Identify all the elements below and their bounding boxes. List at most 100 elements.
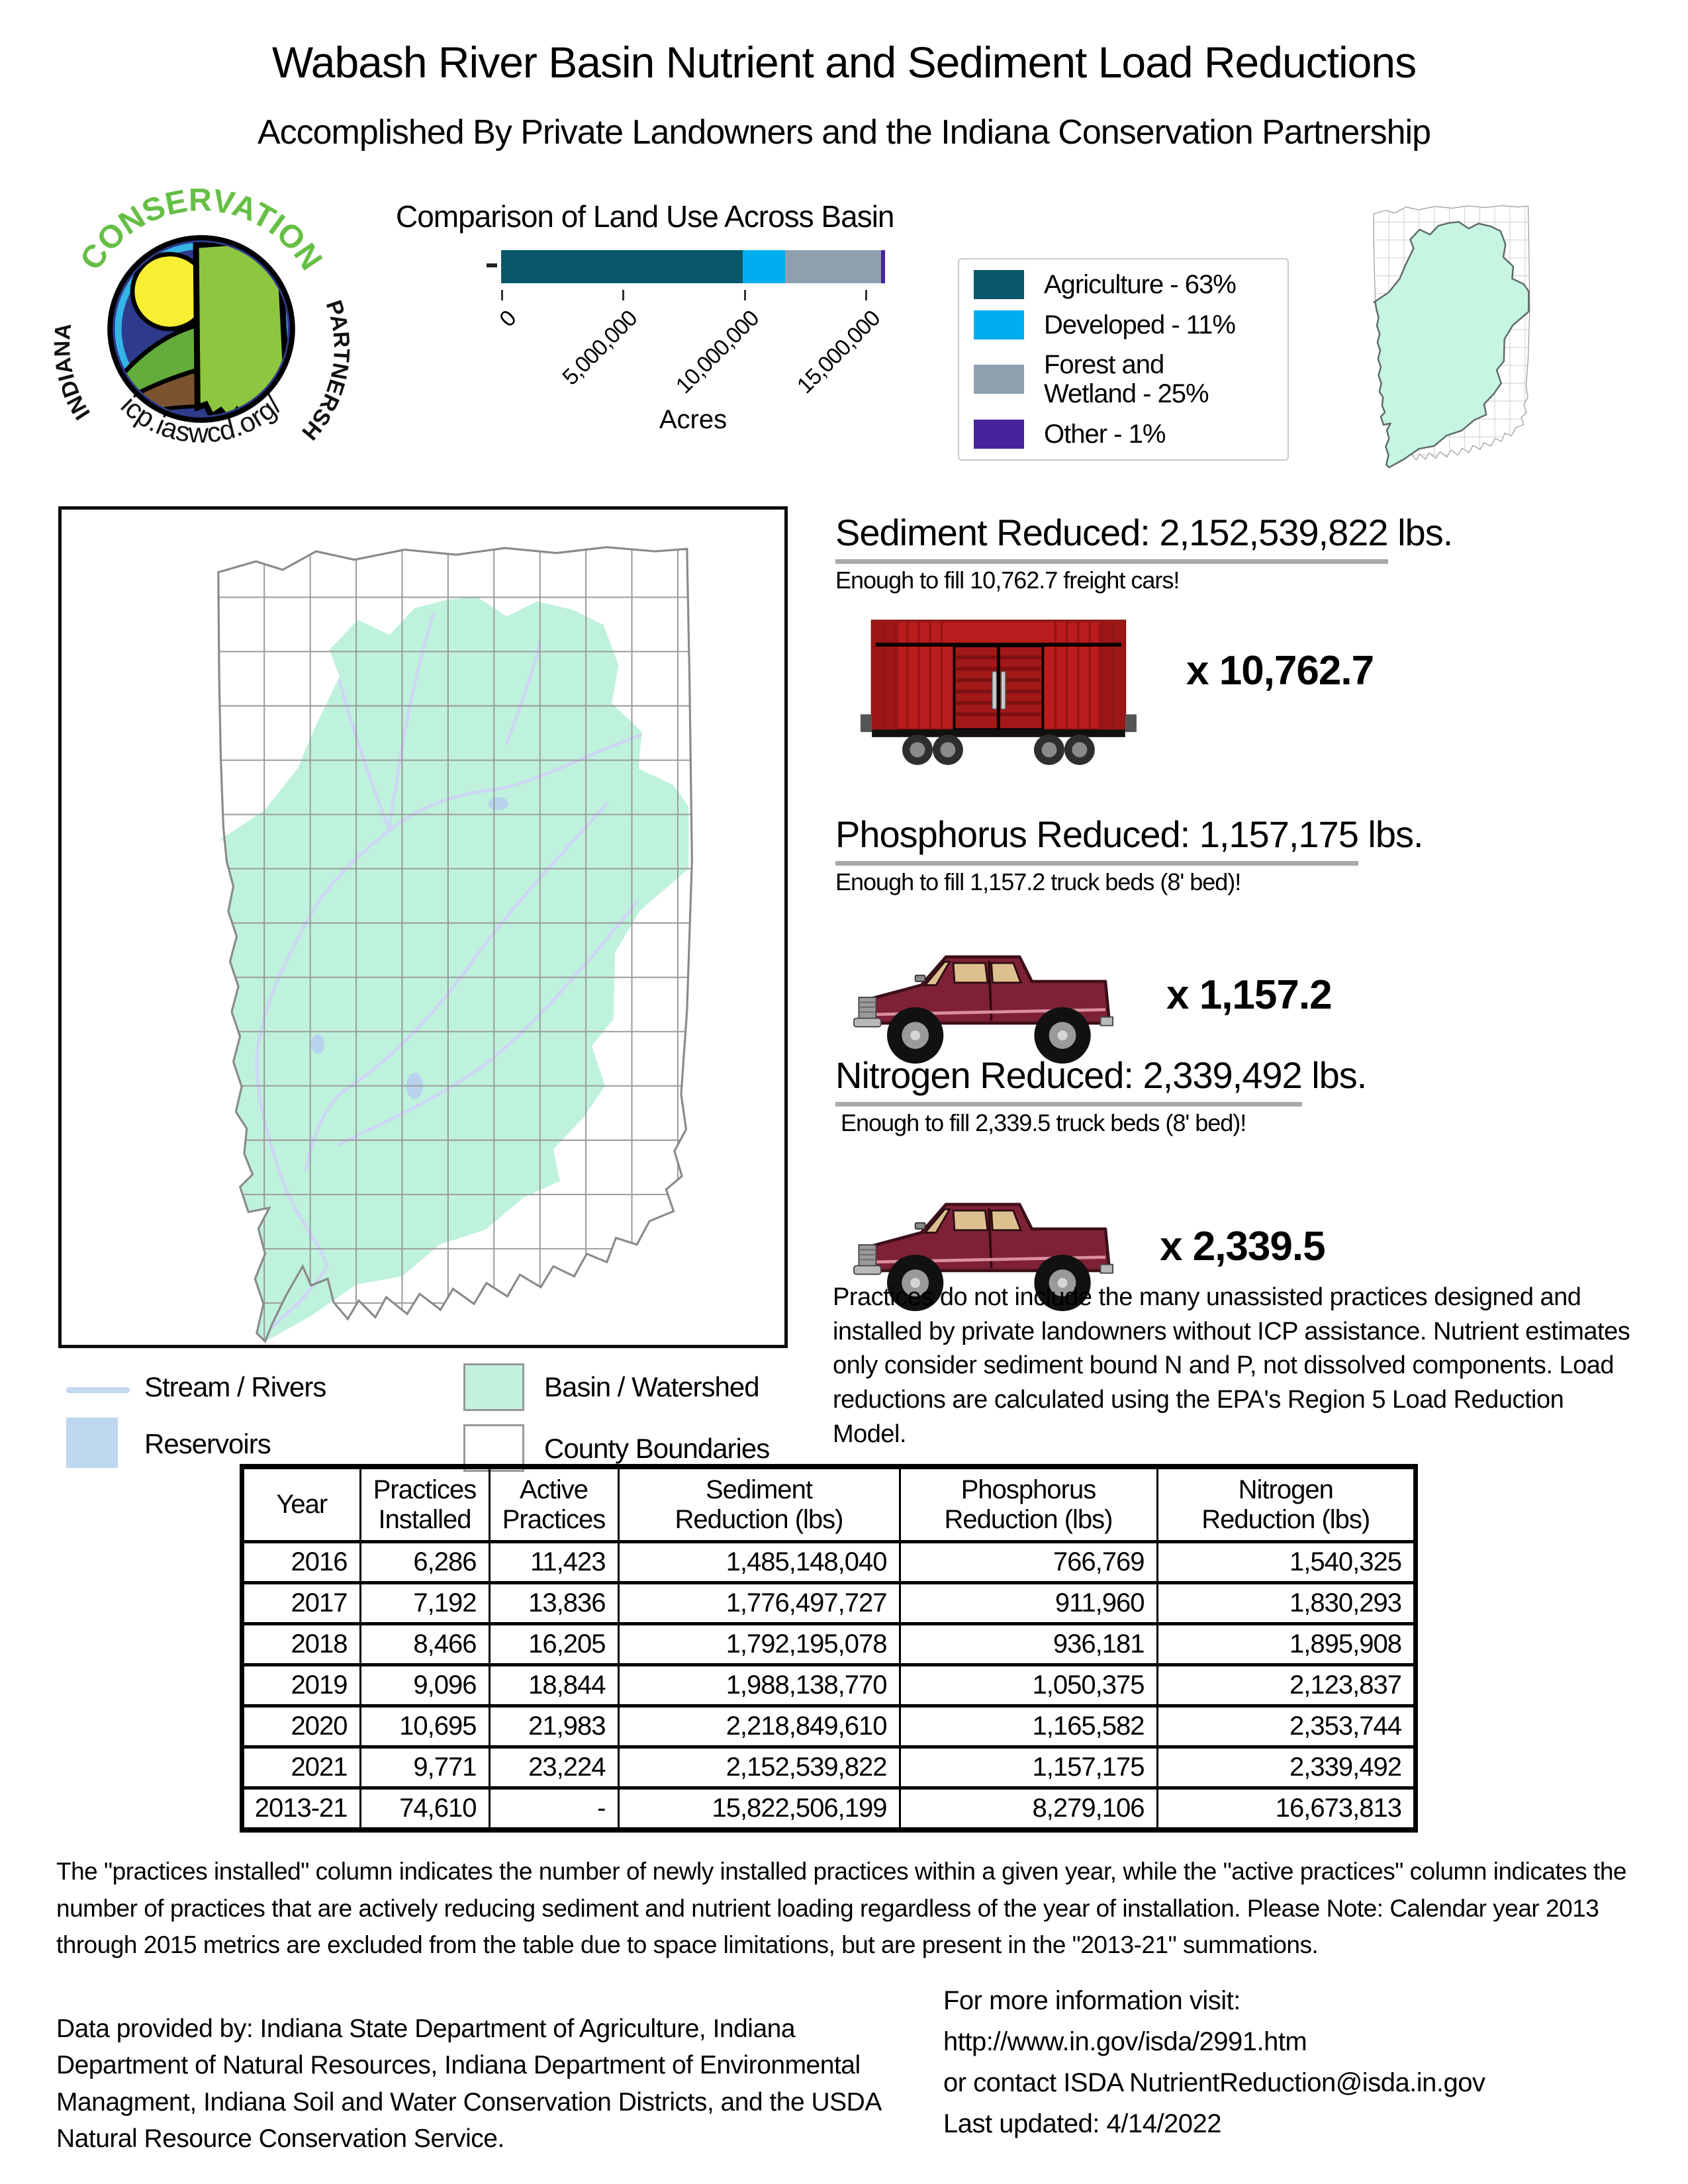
cell: 1,988,138,770	[617, 1663, 901, 1707]
cell: 2019	[242, 1663, 361, 1707]
cell: 6,286	[359, 1540, 491, 1584]
cell: 15,822,506,199	[617, 1786, 901, 1831]
legend-label: Other - 1%	[1044, 419, 1166, 449]
x-tick-label-0: 0	[494, 306, 521, 332]
x-tick-2	[744, 290, 746, 300]
x-tick-0	[501, 290, 503, 300]
cell: 2020	[242, 1704, 361, 1749]
page-title: Wabash River Basin Nutrient and Sediment…	[271, 38, 1417, 87]
table-row-summary: 2013-21 74,610-15,822,506,199 8,279,106 16,…	[242, 1786, 1416, 1831]
nitrogen-multiplier: x 2,339.5	[1160, 1224, 1326, 1269]
agriculture-swatch	[974, 270, 1024, 299]
info-line-1: For more information visit:	[943, 1986, 1241, 2015]
legend-item-developed: Developed - 11%	[974, 310, 1273, 340]
cell: 2017	[242, 1581, 361, 1625]
cell: 1,165,582	[898, 1704, 1158, 1749]
cell: 2,152,539,822	[617, 1745, 901, 1790]
cell: 2013-21	[242, 1786, 361, 1831]
cell: 21,983	[488, 1704, 620, 1749]
info-url: http://www.in.gov/isda/2991.htm	[943, 2027, 1307, 2056]
table-row: 2021 9,771 23,224 2,152,539,822 1,157,175 2,3…	[242, 1745, 1416, 1790]
cell: 23,224	[488, 1745, 620, 1790]
header-active-practices: Active Practices	[488, 1466, 620, 1543]
sediment-heading-main: Sediment Reduced: 2,152,539,822	[835, 511, 1389, 564]
phosphorus-heading-unit: lbs.	[1358, 813, 1423, 855]
forest-wetland-swatch	[974, 365, 1024, 394]
table-row: 2019 9,096 18,844 1,988,138,770 1,050,375 2,1…	[242, 1663, 1416, 1707]
header-phosphorus-reduction: Phosphorus Reduction (lbs)	[898, 1466, 1158, 1543]
cell: 1,157,175	[898, 1745, 1158, 1790]
x-tick-1	[622, 290, 624, 300]
cell: 13,836	[488, 1581, 620, 1625]
cell: 766,769	[898, 1540, 1158, 1584]
cell: 2021	[242, 1745, 361, 1790]
sediment-multiplier: x 10,762.7	[1186, 648, 1374, 694]
phosphorus-subtext: Enough to fill 1,157.2 truck beds (8' be…	[835, 868, 1241, 895]
sediment-subtext: Enough to fill 10,762.7 freight cars!	[835, 567, 1180, 594]
cell: 2016	[242, 1540, 361, 1584]
cell: 2,123,837	[1156, 1663, 1416, 1707]
streams	[255, 613, 642, 1330]
basin-legend-label: Basin / Watershed	[544, 1371, 760, 1402]
county-legend-label: County Boundaries	[544, 1433, 770, 1464]
data-credits: Data provided by: Indiana State Departme…	[56, 2015, 880, 2154]
basin-swatch	[463, 1363, 524, 1411]
phosphorus-multiplier: x 1,157.2	[1166, 972, 1333, 1018]
x-axis-label: Acres	[659, 405, 727, 434]
info-last-updated: Last updated: 4/14/2022	[943, 2109, 1221, 2138]
cell: 11,423	[488, 1540, 620, 1584]
nitrogen-heading: Nitrogen Reduced: 2,339,492 lbs.	[835, 1054, 1367, 1107]
cell: 2,353,744	[1156, 1704, 1416, 1749]
stream-swatch	[66, 1387, 130, 1393]
cell: 1,895,908	[1156, 1622, 1416, 1666]
legend-label: Agriculture - 63%	[1044, 270, 1237, 299]
stream-legend-label: Stream / Rivers	[144, 1371, 326, 1402]
cell: 16,205	[488, 1622, 620, 1666]
reductions-table: Year Practices Installed Active Practice…	[240, 1464, 1418, 1833]
chart-title: Comparison of Land Use Across Basin	[396, 199, 895, 234]
cell: 911,960	[898, 1581, 1158, 1625]
cell: 7,192	[359, 1581, 491, 1625]
bar-segment-developed	[743, 250, 786, 283]
header-sediment-reduction: Sediment Reduction (lbs)	[617, 1466, 901, 1543]
nitrogen-subtext: Enough to fill 2,339.5 truck beds (8' be…	[841, 1109, 1246, 1136]
cell: 1,050,375	[898, 1663, 1158, 1707]
basin-map-panel	[58, 506, 788, 1348]
legend-item-forest-wetland: Forest and Wetland - 25%	[974, 350, 1273, 408]
other-swatch	[974, 419, 1024, 449]
nitrogen-heading-unit: lbs.	[1301, 1054, 1367, 1096]
cell: 18,844	[488, 1663, 620, 1707]
y-axis-tick	[487, 263, 497, 267]
logo-arc-indiana: INDIANA	[50, 322, 95, 424]
developed-swatch	[974, 310, 1024, 340]
svg-text:INDIANA: INDIANA	[52, 322, 95, 424]
header-year: Year	[242, 1466, 361, 1543]
sediment-heading-unit: lbs.	[1387, 512, 1453, 553]
bar-segment-forest-wetland	[785, 250, 882, 283]
county-boundaries	[218, 547, 692, 1342]
chart-legend: Agriculture - 63% Developed - 11% Forest…	[958, 258, 1289, 461]
cell: 10,695	[359, 1704, 491, 1749]
cell: -	[488, 1786, 620, 1831]
header-nitrogen-reduction: Nitrogen Reduction (lbs)	[1156, 1466, 1416, 1543]
cell: 2,339,492	[1156, 1745, 1416, 1790]
basin-map-graphic	[217, 546, 693, 1343]
more-info-block: For more information visit: http://www.i…	[943, 1980, 1645, 2144]
indiana-locator-map	[1338, 193, 1544, 469]
cell: 8,279,106	[898, 1786, 1158, 1831]
legend-item-agriculture: Agriculture - 63%	[974, 270, 1273, 299]
page-subtitle: Accomplished By Private Landowners and t…	[257, 113, 1431, 152]
legend-item-other: Other - 1%	[974, 419, 1273, 449]
bar-segment-other	[881, 250, 885, 283]
x-tick-3	[865, 290, 867, 300]
cell: 8,466	[359, 1622, 491, 1666]
legend-label: Forest and Wetland - 25%	[1044, 350, 1209, 409]
cell: 1,776,497,727	[617, 1581, 901, 1625]
table-row: 2020 10,695 21,983 2,218,849,610 1,165,582 2,…	[242, 1704, 1416, 1749]
table-header-row: Year Practices Installed Active Practice…	[242, 1466, 1416, 1543]
cell: 1,792,195,078	[617, 1622, 901, 1666]
bar-segment-agriculture	[501, 250, 743, 283]
icp-logo-graphic: CONSERVATION INDIANA PARTNERSHIP icp.ias…	[44, 154, 354, 449]
reservoir-legend-label: Reservoirs	[144, 1428, 271, 1459]
